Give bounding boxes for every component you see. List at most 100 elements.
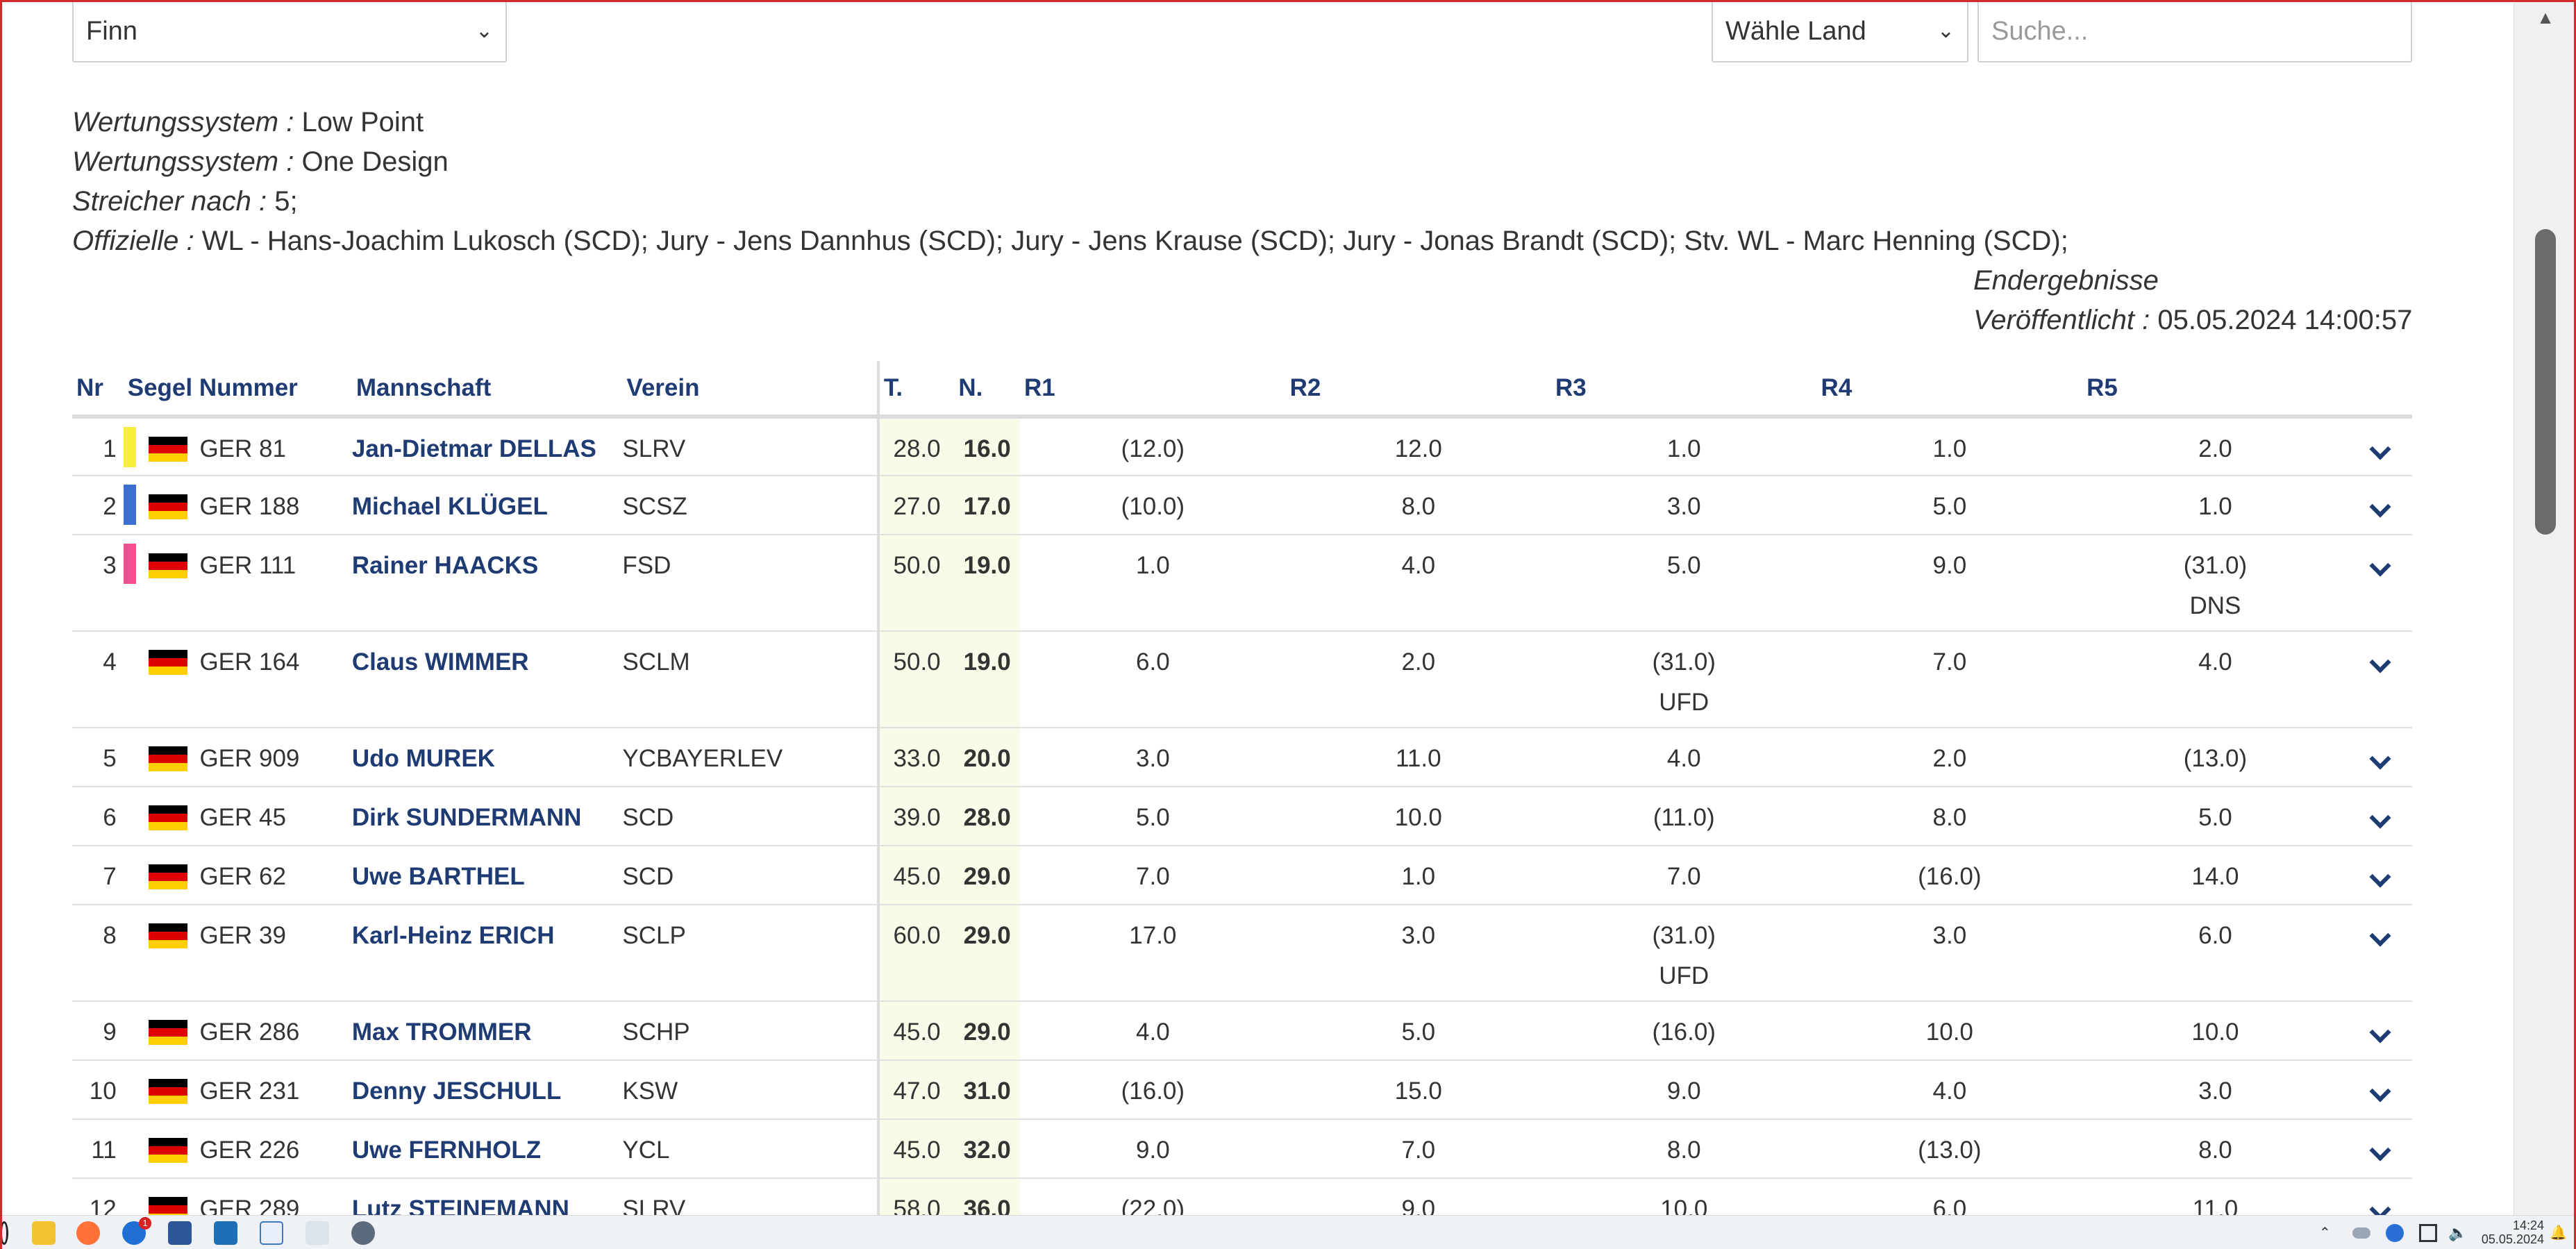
expand-row-button[interactable] xyxy=(2348,1119,2412,1179)
rank: 7 xyxy=(72,846,124,905)
country-flag xyxy=(148,1060,200,1120)
table-row[interactable]: 1 GER 81 Jan-Dietmar DELLAS SLRV 28.0 16.0 (12… xyxy=(72,417,2412,476)
team-name[interactable]: Uwe BARTHEL xyxy=(351,846,623,905)
table-row[interactable]: 8 GER 39 Karl-Heinz ERICH SCLP 60.0 29.0 17.0 3… xyxy=(72,905,2412,1002)
medal-color-bar xyxy=(123,476,149,535)
country-flag xyxy=(148,1119,200,1179)
table-row[interactable]: 9 GER 286 Max TROMMER SCHP 45.0 29.0 4.0 5.0 (16… xyxy=(72,1001,2412,1061)
table-row[interactable]: 2 GER 188 Michael KLÜGEL SCSZ 27.0 17.0 (10.0)… xyxy=(72,476,2412,535)
notification-bell-icon[interactable]: 🔔 xyxy=(2550,1225,2567,1241)
snipping-tool-icon[interactable] xyxy=(260,1221,283,1245)
team-name[interactable]: Michael KLÜGEL xyxy=(351,476,623,535)
race-score-value: 1.0 xyxy=(1136,552,1170,579)
expand-row-button[interactable] xyxy=(2348,787,2412,846)
expand-row-button[interactable] xyxy=(2348,905,2412,1002)
club: SCHP xyxy=(622,1001,880,1061)
race-score-value: 1.0 xyxy=(1932,435,1967,462)
race-score-r3: 8.0 xyxy=(1550,1119,1817,1179)
network-icon[interactable] xyxy=(2419,1224,2437,1242)
header-total[interactable]: T. xyxy=(878,361,955,419)
team-name[interactable]: Rainer HAACKS xyxy=(351,535,623,632)
vertical-scrollbar[interactable]: ▲ xyxy=(2514,0,2576,1215)
race-score-r4: 5.0 xyxy=(1816,476,2083,535)
chevron-up-icon[interactable]: ⌃ xyxy=(2319,1225,2331,1241)
race-score-r5: 4.0 xyxy=(2082,631,2348,728)
expand-row-button[interactable] xyxy=(2348,476,2412,535)
race-score-value: (22.0) xyxy=(1121,1196,1185,1215)
header-r3[interactable]: R3 xyxy=(1550,361,1817,419)
table-row[interactable]: 11 GER 226 Uwe FERNHOLZ YCL 45.0 32.0 9.0 7.0 8.… xyxy=(72,1119,2412,1179)
race-score-value: 4.0 xyxy=(1136,1019,1170,1046)
net-points: 28.0 xyxy=(954,787,1021,846)
team-name[interactable]: Uwe FERNHOLZ xyxy=(351,1119,623,1179)
header-nr[interactable]: Nr xyxy=(72,361,124,419)
club: FSD xyxy=(622,535,880,632)
class-select[interactable]: Finn ⌄ xyxy=(72,0,507,62)
country-select[interactable]: Wähle Land ⌄ xyxy=(1712,0,1968,62)
club: KSW xyxy=(622,1060,880,1120)
team-name[interactable]: Lutz STEINEMANN xyxy=(351,1178,623,1215)
race-score-r2: 9.0 xyxy=(1285,1178,1551,1215)
table-row[interactable]: 5 GER 909 Udo MUREK YCBAYERLEV 33.0 20.0 3.0 11… xyxy=(72,728,2412,787)
header-club[interactable]: Verein xyxy=(622,361,880,419)
header-net[interactable]: N. xyxy=(954,361,1021,419)
team-name[interactable]: Claus WIMMER xyxy=(351,631,623,728)
scoring-system-1: Wertungssystem : Low Point xyxy=(72,107,424,137)
header-r2[interactable]: R2 xyxy=(1285,361,1551,419)
clock-time: 14:24 xyxy=(2512,1218,2544,1232)
header-expand xyxy=(2348,361,2412,419)
search-input[interactable]: Suche... xyxy=(1977,0,2412,62)
header-team[interactable]: Mannschaft xyxy=(351,361,623,419)
table-row[interactable]: 3 GER 111 Rainer HAACKS FSD 50.0 19.0 1.0 4.0 5.… xyxy=(72,535,2412,632)
expand-row-button[interactable] xyxy=(2348,1060,2412,1120)
race-score-value: 1.0 xyxy=(1401,863,1436,890)
volume-icon[interactable]: 🔈 xyxy=(2448,1224,2468,1241)
race-score-value: 6.0 xyxy=(1136,648,1170,676)
expand-row-button[interactable] xyxy=(2348,1001,2412,1061)
word-icon[interactable] xyxy=(168,1221,192,1245)
race-score-value: 8.0 xyxy=(2198,1137,2232,1164)
expand-row-button[interactable] xyxy=(2348,631,2412,728)
search-icon[interactable] xyxy=(0,1221,8,1245)
officials: Offizielle : WL - Hans-Joachim Lukosch (… xyxy=(72,226,2068,256)
table-row[interactable]: 10 GER 231 Denny JESCHULL KSW 47.0 31.0 (16.0)… xyxy=(72,1060,2412,1120)
table-row[interactable]: 6 GER 45 Dirk SUNDERMANN SCD 39.0 28.0 5.0 10.0… xyxy=(72,787,2412,846)
header-r4[interactable]: R4 xyxy=(1816,361,2083,419)
team-name[interactable]: Max TROMMER xyxy=(351,1001,623,1061)
table-row[interactable]: 12 GER 289 Lutz STEINEMANN SLRV 58.0 36.0 (22.… xyxy=(72,1178,2412,1215)
scroll-up-arrow-icon[interactable]: ▲ xyxy=(2536,7,2554,28)
table-row[interactable]: 7 GER 62 Uwe BARTHEL SCD 45.0 29.0 7.0 1.0 7.0 (1… xyxy=(72,846,2412,905)
club: SCLP xyxy=(622,905,880,1002)
app-icon-2[interactable] xyxy=(306,1221,329,1245)
settings-icon[interactable] xyxy=(351,1221,375,1245)
team-name[interactable]: Udo MUREK xyxy=(351,728,623,787)
cloud-icon[interactable] xyxy=(2352,1227,2370,1239)
race-score-r2: 1.0 xyxy=(1285,846,1551,905)
expand-row-button[interactable] xyxy=(2348,728,2412,787)
rank: 1 xyxy=(72,417,124,476)
file-explorer-icon[interactable] xyxy=(32,1221,56,1245)
team-name[interactable]: Karl-Heinz ERICH xyxy=(351,905,623,1002)
race-score-r3: 1.0 xyxy=(1550,417,1817,476)
expand-row-button[interactable] xyxy=(2348,417,2412,476)
clock[interactable]: 14:24 05.05.2024 xyxy=(2472,1218,2544,1246)
chevron-down-icon xyxy=(2369,651,2391,673)
table-row[interactable]: 4 GER 164 Claus WIMMER SCLM 50.0 19.0 6.0 2.0 (3… xyxy=(72,631,2412,728)
race-score-code: DNS xyxy=(2189,592,2241,619)
firefox-icon[interactable] xyxy=(76,1221,100,1245)
race-score-value: 3.0 xyxy=(1401,922,1436,949)
club: SCD xyxy=(622,846,880,905)
team-name[interactable]: Denny JESCHULL xyxy=(351,1060,623,1120)
app-tray-icon[interactable] xyxy=(2386,1224,2404,1242)
expand-row-button[interactable] xyxy=(2348,1178,2412,1215)
app-icon[interactable] xyxy=(214,1221,237,1245)
header-r1[interactable]: R1 xyxy=(1020,361,1286,419)
team-name[interactable]: Dirk SUNDERMANN xyxy=(351,787,623,846)
total-points: 45.0 xyxy=(878,1119,955,1179)
expand-row-button[interactable] xyxy=(2348,535,2412,632)
header-r5[interactable]: R5 xyxy=(2082,361,2348,419)
team-name[interactable]: Jan-Dietmar DELLAS xyxy=(351,417,623,476)
scrollbar-thumb[interactable] xyxy=(2535,229,2556,535)
header-sail-number[interactable]: Segel Nummer xyxy=(123,361,352,419)
expand-row-button[interactable] xyxy=(2348,846,2412,905)
